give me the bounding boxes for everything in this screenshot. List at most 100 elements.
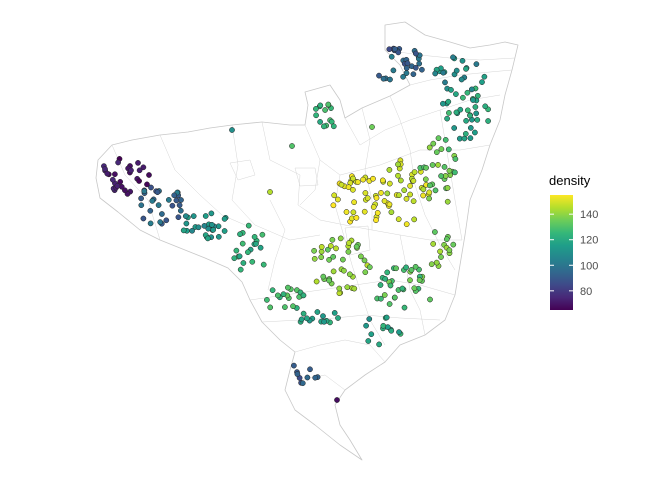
density-point — [321, 318, 327, 325]
density-point — [358, 253, 364, 260]
density-point — [318, 244, 325, 250]
density-point — [312, 374, 319, 381]
density-point — [426, 195, 432, 202]
density-point — [419, 66, 425, 73]
density-point — [467, 112, 473, 119]
density-point — [395, 161, 401, 168]
density-point — [304, 374, 311, 381]
density-point — [334, 397, 340, 403]
density-point — [446, 167, 453, 174]
density-point — [387, 76, 393, 83]
density-point — [453, 67, 460, 74]
region-outline — [95, 21, 519, 461]
density-point — [395, 216, 402, 223]
density-point — [464, 107, 471, 114]
density-point — [440, 69, 447, 76]
density-point — [147, 207, 154, 214]
density-point — [264, 297, 270, 303]
legend-tick-label: 120 — [580, 235, 598, 247]
density-point — [373, 195, 380, 201]
density-point — [366, 264, 373, 271]
density-point — [386, 301, 393, 307]
density-points — [101, 45, 491, 403]
density-point — [378, 295, 384, 302]
density-point — [335, 196, 341, 203]
density-point — [333, 245, 339, 252]
density-point — [350, 175, 356, 182]
density-point — [313, 278, 320, 285]
density-point — [458, 76, 465, 83]
density-point — [452, 156, 459, 162]
density-point — [336, 290, 343, 297]
density-point — [392, 46, 398, 52]
density-point — [351, 285, 358, 292]
density-point — [345, 248, 352, 255]
density-point — [135, 160, 141, 166]
density-point — [351, 199, 357, 206]
density-point — [327, 243, 334, 249]
density-point — [446, 110, 452, 116]
density-point — [249, 258, 256, 265]
density-point — [318, 254, 325, 261]
density-point — [324, 246, 331, 253]
density-point — [221, 228, 228, 234]
density-point — [433, 259, 440, 266]
density-point — [240, 260, 247, 266]
density-point — [215, 233, 222, 240]
density-point — [331, 310, 338, 316]
density-point — [430, 241, 437, 247]
density-point — [311, 255, 318, 262]
density-point — [360, 176, 366, 183]
density-point — [373, 217, 379, 223]
density-point — [237, 231, 243, 238]
density-point — [159, 211, 165, 217]
legend-colorbar — [550, 195, 573, 310]
density-point — [384, 269, 391, 276]
density-point — [411, 285, 418, 292]
density-point — [397, 177, 404, 184]
density-point — [329, 236, 336, 243]
density-point — [157, 219, 164, 225]
density-point — [245, 249, 251, 256]
density-point — [381, 198, 388, 204]
density-point — [468, 86, 475, 93]
density-point — [290, 303, 296, 310]
density-point — [457, 106, 464, 113]
density-point — [485, 118, 491, 124]
density-point — [300, 292, 307, 299]
density-point — [463, 66, 469, 72]
density-point — [446, 247, 453, 254]
density-point — [482, 103, 489, 110]
density-point — [403, 221, 410, 228]
density-point — [479, 79, 485, 85]
density-point — [390, 67, 397, 74]
density-point — [423, 164, 429, 171]
density-point — [291, 362, 297, 369]
density-point — [460, 94, 466, 101]
density-point — [432, 70, 439, 77]
density-point — [267, 189, 273, 195]
density-point — [403, 65, 410, 71]
density-point — [374, 210, 381, 216]
density-point — [365, 338, 372, 344]
region-boundary — [95, 21, 519, 461]
density-point — [412, 263, 419, 270]
density-point — [114, 183, 121, 189]
density-point — [328, 118, 335, 125]
density-point — [138, 195, 144, 202]
density-point — [102, 166, 108, 172]
density-point — [155, 202, 162, 208]
density-point — [400, 73, 406, 80]
density-point — [320, 273, 327, 280]
density-point — [438, 173, 444, 179]
density-point — [472, 104, 479, 110]
density-point — [149, 198, 156, 204]
density-point — [231, 255, 238, 262]
density-point — [370, 175, 376, 182]
density-point — [311, 247, 317, 254]
density-point — [410, 71, 417, 78]
density-point — [236, 253, 243, 260]
density-point — [346, 240, 352, 246]
density-point — [140, 215, 147, 222]
